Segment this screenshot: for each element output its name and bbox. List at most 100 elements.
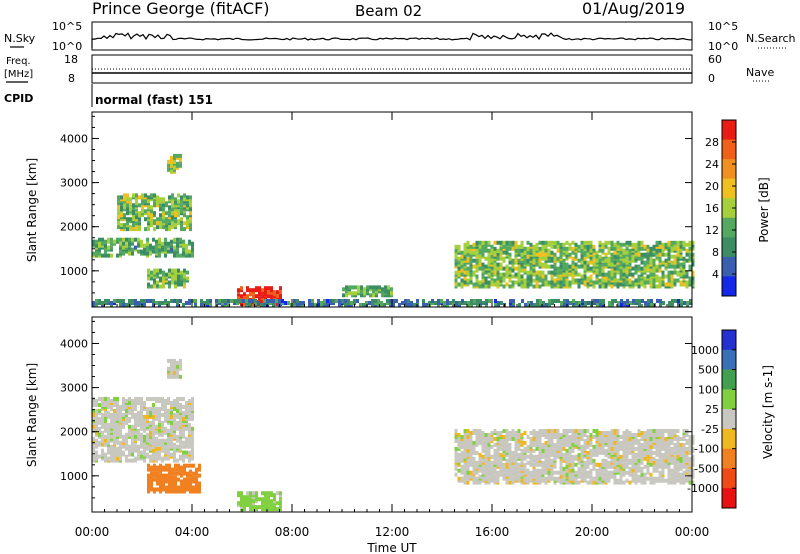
power-cell [110,253,113,258]
velocity-cell [586,435,590,439]
power-cell [159,225,162,230]
power-cell [607,240,611,245]
velocity-cell [625,440,629,445]
velocity-cell [466,480,470,485]
power-cell [183,193,186,198]
power-cell [466,252,470,257]
velocity-cell [475,429,479,433]
power-cell [368,301,371,305]
power-cell [499,256,503,261]
power-cell [119,237,122,242]
power-cell [499,262,503,267]
velocity-cell [116,410,119,415]
velocity-cell [176,409,179,413]
velocity-cell [182,410,185,415]
power-cell [547,240,551,245]
velocity-cell [655,458,659,463]
power-cell [258,286,261,291]
velocity-cell [649,429,653,433]
velocity-cell [189,485,192,490]
power-cell [691,252,695,257]
velocity-cell [538,468,542,473]
velocity-cell [676,460,680,465]
power-cell [550,280,554,285]
power-cell [685,258,689,263]
velocity-cell [667,442,671,447]
power-cell [209,299,212,303]
velocity-cell [185,450,188,455]
velocity-cell [243,495,246,500]
power-cell [186,215,189,220]
velocity-cell [173,399,176,403]
power-cell [577,272,581,277]
power-cell [613,254,617,259]
velocity-cell [255,491,258,496]
velocity-cell [161,426,164,431]
power-cell [640,260,644,265]
power-cell [568,242,572,247]
velocity-cell [131,446,134,451]
power-cell [126,227,129,232]
power-cell [173,165,176,170]
power-cell [188,239,191,244]
velocity-cell [553,470,557,475]
power-cell [634,264,638,269]
power-cell [171,268,174,273]
velocity-cell [128,397,131,401]
power-cell [458,301,461,305]
velocity-cell [676,429,680,433]
power-cell [275,299,278,303]
velocity-cell [192,463,195,468]
velocity-cell [568,468,572,473]
velocity-cell [646,476,650,481]
power-cell [691,280,695,285]
velocity-cell [556,476,560,481]
power-cell [655,248,659,253]
velocity-cell [472,440,476,445]
velocity-cell [134,412,137,417]
velocity-cell [454,435,458,439]
velocity-cell [496,462,500,467]
velocity-cell [185,436,188,441]
power-cell [631,272,635,277]
velocity-cell [658,429,662,433]
velocity-cell [634,437,638,441]
power-cell [670,280,674,285]
power-cell [230,299,233,303]
velocity-cell [577,429,581,433]
velocity-cell [490,464,494,469]
power-cell [619,268,623,273]
velocity-cell [161,401,164,405]
power-cell [562,258,566,263]
velocity-cell [143,434,146,439]
power-cell [249,288,252,293]
velocity-colorbar-label: Velocity [m s-1] [761,365,775,459]
velocity-cell [664,442,668,447]
velocity-cell [652,466,656,471]
velocity-cell [264,497,267,502]
velocity-cell [676,435,680,439]
power-cell [243,296,246,301]
velocity-cell [673,478,677,483]
velocity-cell [622,440,626,445]
velocity-cell [107,397,110,401]
power-cell [550,240,554,245]
power-colorbar-swatch [722,178,736,199]
velocity-cell [565,480,569,485]
velocity-cell [586,480,590,485]
power-cell [191,247,194,252]
velocity-cell [670,476,674,481]
power-cell [574,262,578,267]
velocity-cell [568,429,572,433]
power-cell [508,240,512,245]
power-cell [670,260,674,265]
power-cell [372,293,375,298]
power-cell [129,201,132,206]
power-cell [170,299,173,303]
velocity-cell [628,480,632,485]
power-cell [640,266,644,271]
velocity-cell [107,436,110,441]
power-cell [449,301,452,305]
velocity-cell [493,452,497,457]
velocity-cell [535,468,539,473]
